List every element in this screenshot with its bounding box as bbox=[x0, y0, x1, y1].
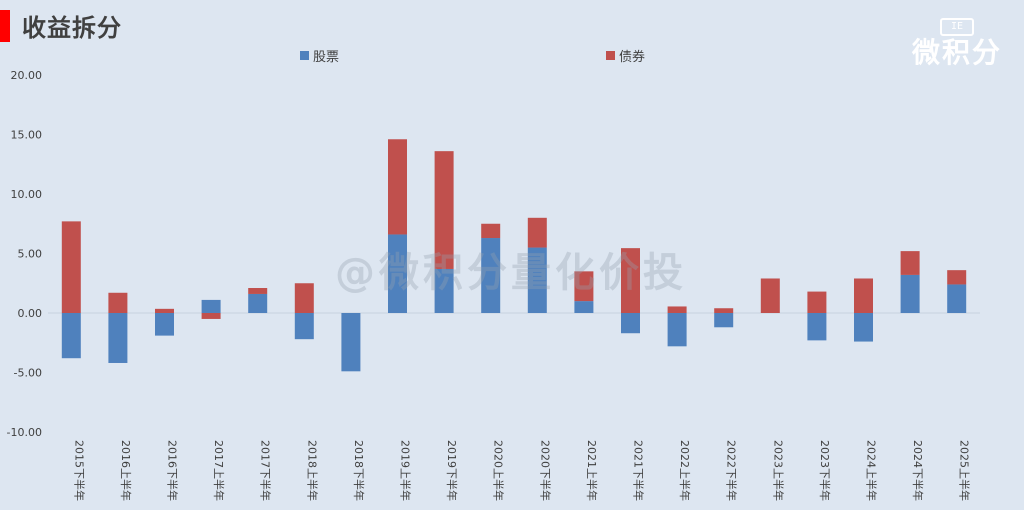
stock-bar bbox=[667, 313, 687, 347]
y-tick-label: 20.00 bbox=[11, 69, 43, 82]
x-tick-label: 2020上半年 bbox=[492, 440, 506, 501]
stock-bar bbox=[155, 313, 174, 336]
bond-bar bbox=[294, 283, 314, 313]
legend-swatch-stock bbox=[300, 51, 309, 60]
watermark-text: @微积分量化价投 bbox=[335, 250, 687, 296]
stock-bar bbox=[481, 238, 501, 313]
bond-bar bbox=[201, 313, 221, 319]
x-tick-label: 2024上半年 bbox=[865, 440, 879, 501]
stock-bar bbox=[294, 313, 314, 340]
legend-label-bond: 债券 bbox=[619, 49, 645, 65]
stock-bar bbox=[807, 313, 827, 341]
x-tick-label: 2021上半年 bbox=[585, 440, 599, 501]
stock-bar bbox=[388, 234, 407, 313]
title-accent-bar bbox=[0, 10, 10, 42]
bond-bar bbox=[807, 291, 827, 313]
y-tick-label: 10.00 bbox=[11, 188, 43, 201]
bond-bar bbox=[108, 292, 128, 313]
x-tick-label: 2017下半年 bbox=[259, 440, 273, 501]
stock-bar bbox=[900, 274, 920, 313]
stock-bar bbox=[61, 313, 81, 359]
y-tick-label: 5.00 bbox=[18, 248, 43, 261]
bond-bar bbox=[434, 151, 454, 269]
bond-bar bbox=[947, 270, 967, 285]
x-tick-label: 2023下半年 bbox=[818, 440, 832, 501]
x-tick-label: 2018上半年 bbox=[305, 440, 319, 501]
x-tick-label: 2022下半年 bbox=[725, 440, 739, 501]
x-tick-label: 2018下半年 bbox=[352, 440, 366, 501]
x-tick-label: 2024下半年 bbox=[911, 440, 925, 501]
bond-bar bbox=[574, 271, 594, 302]
x-tick-label: 2017上半年 bbox=[212, 440, 226, 501]
bond-bar bbox=[388, 139, 407, 235]
bond-bar bbox=[61, 221, 81, 313]
logo-icon: IE bbox=[940, 18, 974, 36]
bond-bar bbox=[900, 251, 920, 275]
x-tick-label: 2020下半年 bbox=[538, 440, 552, 501]
legend-label-stock: 股票 bbox=[313, 50, 339, 65]
page-title: 收益拆分 bbox=[22, 14, 122, 42]
stock-bar bbox=[248, 293, 268, 313]
x-tick-label: 2025上半年 bbox=[958, 440, 972, 501]
stock-bar bbox=[574, 301, 594, 313]
x-tick-label: 2015下半年 bbox=[72, 440, 86, 501]
bond-bar bbox=[621, 248, 640, 313]
stock-bar bbox=[527, 247, 547, 313]
brand-logo: IE 微积分 bbox=[902, 14, 1012, 76]
bond-bar bbox=[854, 278, 873, 313]
y-tick-label: 0.00 bbox=[18, 307, 43, 320]
stock-bar bbox=[108, 313, 128, 363]
bond-bar bbox=[760, 278, 780, 313]
x-tick-label: 2019下半年 bbox=[445, 440, 459, 501]
y-tick-label: 15.00 bbox=[11, 129, 43, 142]
stock-bar bbox=[714, 313, 734, 328]
bond-bar bbox=[481, 223, 501, 239]
stock-bar bbox=[947, 284, 967, 313]
x-tick-label: 2019上半年 bbox=[399, 440, 413, 501]
y-tick-label: -5.00 bbox=[14, 367, 42, 380]
stock-bar bbox=[201, 299, 221, 313]
stock-bar bbox=[341, 313, 361, 372]
logo-text: 微积分 bbox=[911, 36, 1002, 69]
stock-bar bbox=[621, 313, 640, 334]
x-tick-label: 2016上半年 bbox=[119, 440, 133, 501]
x-tick-label: 2022上半年 bbox=[678, 440, 692, 501]
bond-bar bbox=[714, 308, 734, 313]
x-tick-label: 2023上半年 bbox=[771, 440, 785, 501]
bond-bar bbox=[155, 308, 174, 313]
stock-bar bbox=[434, 268, 454, 313]
bond-bar bbox=[667, 306, 687, 313]
legend-swatch-bond bbox=[606, 51, 615, 60]
x-tick-label: 2016下半年 bbox=[166, 440, 180, 501]
bond-bar bbox=[527, 217, 547, 248]
x-tick-label: 2021下半年 bbox=[632, 440, 646, 501]
y-tick-label: -10.00 bbox=[7, 426, 42, 439]
bond-bar bbox=[248, 288, 268, 294]
stock-bar bbox=[854, 313, 873, 342]
